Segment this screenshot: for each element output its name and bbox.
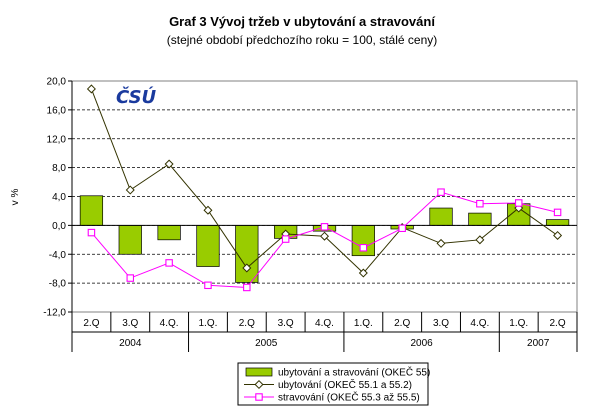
x-tick-label: 3.Q: [122, 318, 138, 329]
bar: [118, 225, 142, 255]
year-label: 2006: [410, 338, 433, 349]
data-point: [398, 224, 406, 233]
plot-area: 20,0 16,0 12,0 8,0 4,0 0,0 -4,0 -8,0 -12,0 2.Q 3.Q…: [43, 77, 578, 352]
y-tick-label: 4,0: [52, 192, 66, 203]
y-tick-label: -8,0: [49, 279, 67, 290]
data-point: [281, 235, 290, 243]
bar: [196, 225, 220, 267]
bar: [468, 212, 492, 226]
chart-subtitle: (stejné období předchozího roku = 100, s…: [167, 33, 438, 47]
y-tick-label: 0,0: [52, 221, 66, 232]
series-line: [90, 88, 558, 274]
data-point: [204, 281, 212, 290]
x-tick-label: 2.Q: [83, 318, 99, 329]
bar: [545, 219, 570, 226]
x-tick-label: 4.Q.: [470, 318, 489, 329]
y-tick-label: 16,0: [47, 105, 67, 116]
x-tick-label: 2.Q: [239, 318, 255, 329]
data-point: [475, 235, 485, 245]
x-tick-label: 3.Q: [278, 318, 294, 329]
data-point: [164, 159, 174, 169]
chart-title: Graf 3 Vývoj tržeb v ubytování a stravov…: [169, 14, 435, 29]
x-tick-label: 1.Q.: [199, 318, 218, 329]
data-point: [86, 84, 96, 94]
data-point: [125, 185, 135, 195]
x-tick-label: 2.Q: [394, 318, 410, 329]
legend: ubytování a stravování (OKEČ 55)ubytován…: [237, 362, 430, 406]
y-tick-label: 12,0: [47, 134, 67, 145]
x-tick-label: 3.Q: [433, 318, 449, 329]
legend-entry: ubytování (OKEČ 55.1 a 55.2): [278, 378, 412, 391]
legend-marker: [254, 379, 264, 390]
bar: [157, 225, 181, 241]
data-point: [553, 208, 562, 217]
x-tick-label: 4.Q.: [315, 318, 334, 329]
year-label: 2005: [255, 338, 278, 349]
x-tick-label: 4.Q.: [160, 318, 179, 329]
x-tick-label: 1.Q.: [509, 318, 528, 329]
y-tick-label: 8,0: [52, 163, 66, 174]
data-point: [358, 268, 368, 278]
bar: [79, 195, 104, 226]
y-tick-label: 20,0: [47, 77, 67, 88]
bar: [235, 225, 259, 283]
data-point: [126, 274, 135, 282]
data-point: [243, 283, 251, 292]
y-tick-label: -12,0: [43, 308, 66, 319]
data-point: [87, 228, 96, 237]
csu-logo: ČSÚ: [116, 86, 157, 108]
data-point: [319, 231, 330, 241]
year-label: 2004: [119, 338, 142, 349]
data-point: [437, 188, 445, 196]
data-point: [553, 230, 563, 240]
data-point: [476, 199, 484, 208]
x-tick-label: 1.Q.: [354, 318, 373, 329]
data-point: [242, 263, 252, 273]
y-tick-label: -4,0: [49, 250, 67, 261]
legend-marker: [255, 393, 263, 401]
data-point: [514, 199, 523, 207]
year-label: 2007: [527, 338, 550, 349]
x-tick-label: 2.Q: [550, 318, 566, 329]
bar: [429, 207, 453, 226]
data-point: [436, 238, 446, 248]
data-point: [165, 259, 173, 267]
legend-entry: ubytování a stravování (OKEČ 55): [278, 366, 430, 379]
legend-swatch: [245, 367, 273, 377]
y-axis-label: v %: [10, 189, 21, 206]
data-point: [320, 223, 329, 231]
data-point: [359, 244, 368, 252]
data-point: [203, 205, 213, 215]
legend-entry: stravování (OKEČ 55.3 až 55.5): [278, 391, 420, 404]
